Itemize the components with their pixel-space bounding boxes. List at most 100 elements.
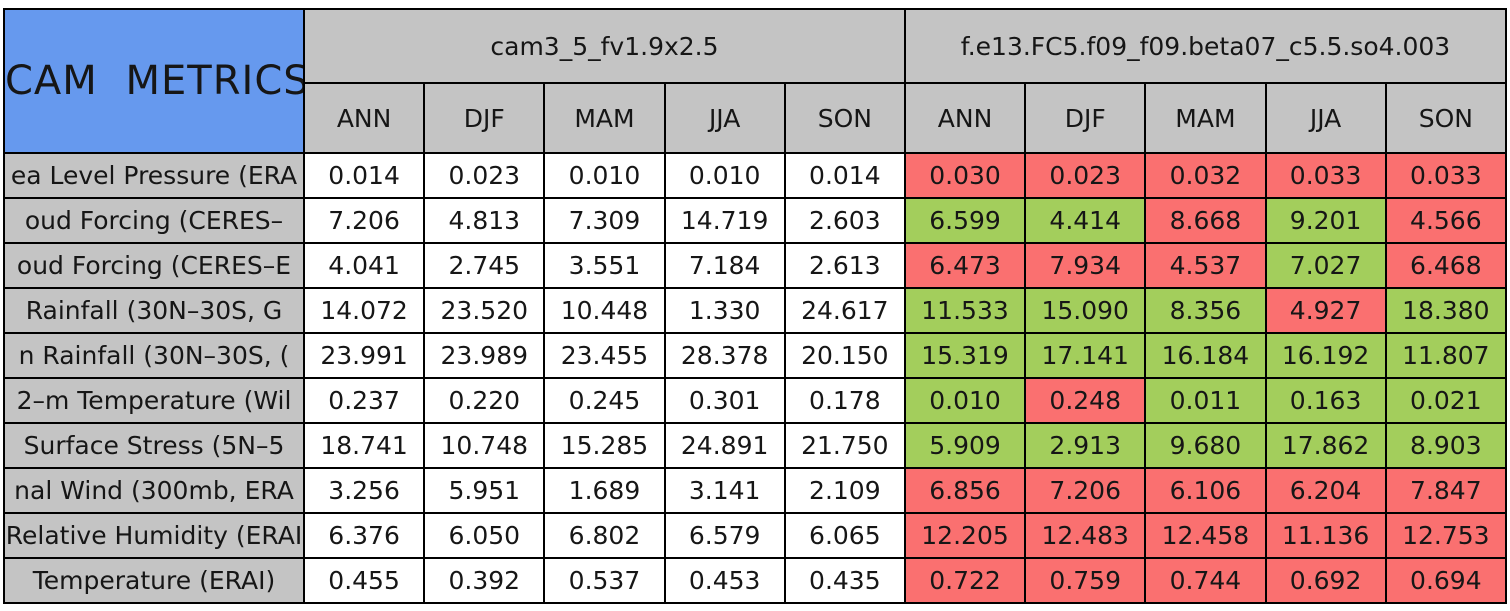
metric-value-cell: 0.033 xyxy=(1264,152,1387,199)
model1-name-header: cam3_5_fv1.9x2.5 xyxy=(303,8,906,84)
row-label: Surface Stress (5N–5 xyxy=(3,422,305,469)
metric-value-cell: 4.537 xyxy=(1144,242,1267,289)
season-header-m2-mam: MAM xyxy=(1144,82,1267,154)
row-label: 2–m Temperature (Wil xyxy=(3,377,305,424)
row-label: ea Level Pressure (ERA xyxy=(3,152,305,199)
metric-value-cell: 0.744 xyxy=(1144,557,1267,604)
table-row: nal Wind (300mb, ERA 3.256 5.951 1.689 3.141… xyxy=(3,467,1508,514)
metric-value-cell: 0.023 xyxy=(423,152,546,199)
metric-value-cell: 9.680 xyxy=(1144,422,1267,469)
metric-value-cell: 23.455 xyxy=(543,332,666,379)
metric-value-cell: 7.934 xyxy=(1024,242,1147,289)
metric-value-cell: 2.109 xyxy=(783,467,906,514)
metric-value-cell: 4.414 xyxy=(1024,197,1147,244)
metric-value-cell: 0.692 xyxy=(1264,557,1387,604)
metric-value-cell: 0.163 xyxy=(1264,377,1387,424)
metric-value-cell: 6.802 xyxy=(543,512,666,559)
metric-value-cell: 7.184 xyxy=(663,242,786,289)
table-row: Rainfall (30N–30S, G 14.072 23.520 10.448 1.… xyxy=(3,287,1508,334)
table-title: CAM METRICS xyxy=(5,58,304,104)
metric-value-cell: 11.533 xyxy=(903,287,1027,334)
metric-value-cell: 9.201 xyxy=(1264,197,1387,244)
model-header-row: CAM METRICS cam3_5_fv1.9x2.5 f.e13.FC5.f… xyxy=(3,8,1508,154)
metric-value-cell: 14.719 xyxy=(663,197,786,244)
table-row: n Rainfall (30N–30S, (23.991 23.989 23.455… xyxy=(3,332,1508,379)
metric-value-cell: 8.668 xyxy=(1144,197,1267,244)
table-row: Temperature (ERAI) 0.455 0.392 0.537 0.453 0.… xyxy=(3,557,1508,604)
metric-value-cell: 6.065 xyxy=(783,512,906,559)
metric-value-cell: 2.913 xyxy=(1024,422,1147,469)
metric-value-cell: 12.753 xyxy=(1384,512,1508,559)
metric-value-cell: 15.090 xyxy=(1024,287,1147,334)
metric-value-cell: 4.927 xyxy=(1264,287,1387,334)
metric-value-cell: 6.473 xyxy=(903,242,1027,289)
metric-value-cell: 3.256 xyxy=(302,467,426,514)
season-header-m2-jja: JJA xyxy=(1264,82,1387,154)
metric-value-cell: 0.014 xyxy=(302,152,426,199)
metric-value-cell: 18.741 xyxy=(302,422,426,469)
metric-value-cell: 23.991 xyxy=(302,332,426,379)
metric-value-cell: 24.617 xyxy=(783,287,906,334)
metric-value-cell: 0.722 xyxy=(903,557,1027,604)
metric-value-cell: 6.050 xyxy=(423,512,546,559)
metric-value-cell: 12.458 xyxy=(1144,512,1267,559)
season-header-m2-djf: DJF xyxy=(1024,82,1147,154)
metric-value-cell: 0.455 xyxy=(302,557,426,604)
model2-name-header: f.e13.FC5.f09_f09.beta07_c5.5.so4.003 xyxy=(903,8,1508,84)
metric-value-cell: 0.010 xyxy=(663,152,786,199)
metric-value-cell: 0.011 xyxy=(1144,377,1267,424)
metric-value-cell: 0.178 xyxy=(783,377,906,424)
season-header-m2-son: SON xyxy=(1384,82,1508,154)
metric-value-cell: 1.330 xyxy=(663,287,786,334)
metric-value-cell: 0.245 xyxy=(543,377,666,424)
row-label: Relative Humidity (ERAI xyxy=(3,512,305,559)
metric-value-cell: 3.551 xyxy=(543,242,666,289)
table-row: oud Forcing (CERES–E 4.041 2.745 3.551 7.184… xyxy=(3,242,1508,289)
row-label: oud Forcing (CERES–E xyxy=(3,242,305,289)
metric-value-cell: 1.689 xyxy=(543,467,666,514)
metric-value-cell: 15.285 xyxy=(543,422,666,469)
metric-value-cell: 17.141 xyxy=(1024,332,1147,379)
metric-value-cell: 6.468 xyxy=(1384,242,1508,289)
metric-value-cell: 12.205 xyxy=(903,512,1027,559)
metric-value-cell: 12.483 xyxy=(1024,512,1147,559)
metric-value-cell: 8.356 xyxy=(1144,287,1267,334)
season-header-m1-mam: MAM xyxy=(543,82,666,154)
metric-value-cell: 0.033 xyxy=(1384,152,1508,199)
metric-value-cell: 5.909 xyxy=(903,422,1027,469)
metric-value-cell: 0.237 xyxy=(302,377,426,424)
table-row: 2–m Temperature (Wil 0.237 0.220 0.245 0.301… xyxy=(3,377,1508,424)
metric-value-cell: 6.599 xyxy=(903,197,1027,244)
season-header-m1-ann: ANN xyxy=(302,82,426,154)
table-title-cell: CAM METRICS xyxy=(3,8,305,154)
metric-value-cell: 28.378 xyxy=(663,332,786,379)
table-row: ea Level Pressure (ERA 0.014 0.023 0.010 0.0… xyxy=(3,152,1508,199)
metric-value-cell: 7.206 xyxy=(1024,467,1147,514)
season-header-m1-son: SON xyxy=(783,82,906,154)
season-header-m1-djf: DJF xyxy=(423,82,546,154)
row-label: n Rainfall (30N–30S, ( xyxy=(3,332,305,379)
metric-value-cell: 0.032 xyxy=(1144,152,1267,199)
metric-value-cell: 0.030 xyxy=(903,152,1027,199)
metric-value-cell: 16.184 xyxy=(1144,332,1267,379)
metric-value-cell: 0.023 xyxy=(1024,152,1147,199)
row-label: Rainfall (30N–30S, G xyxy=(3,287,305,334)
metric-value-cell: 2.603 xyxy=(783,197,906,244)
metric-value-cell: 5.951 xyxy=(423,467,546,514)
table-row: oud Forcing (CERES– 7.206 4.813 7.309 14.719… xyxy=(3,197,1508,244)
metric-value-cell: 0.021 xyxy=(1384,377,1508,424)
metric-value-cell: 7.206 xyxy=(302,197,426,244)
season-header-m2-ann: ANN xyxy=(903,82,1027,154)
row-label: oud Forcing (CERES– xyxy=(3,197,305,244)
metric-value-cell: 0.010 xyxy=(903,377,1027,424)
metric-value-cell: 2.745 xyxy=(423,242,546,289)
metric-value-cell: 3.141 xyxy=(663,467,786,514)
metric-value-cell: 24.891 xyxy=(663,422,786,469)
metric-value-cell: 15.319 xyxy=(903,332,1027,379)
metric-value-cell: 17.862 xyxy=(1264,422,1387,469)
metric-value-cell: 0.694 xyxy=(1384,557,1508,604)
metric-value-cell: 14.072 xyxy=(302,287,426,334)
metric-value-cell: 7.309 xyxy=(543,197,666,244)
metric-value-cell: 4.041 xyxy=(302,242,426,289)
metric-value-cell: 7.847 xyxy=(1384,467,1508,514)
